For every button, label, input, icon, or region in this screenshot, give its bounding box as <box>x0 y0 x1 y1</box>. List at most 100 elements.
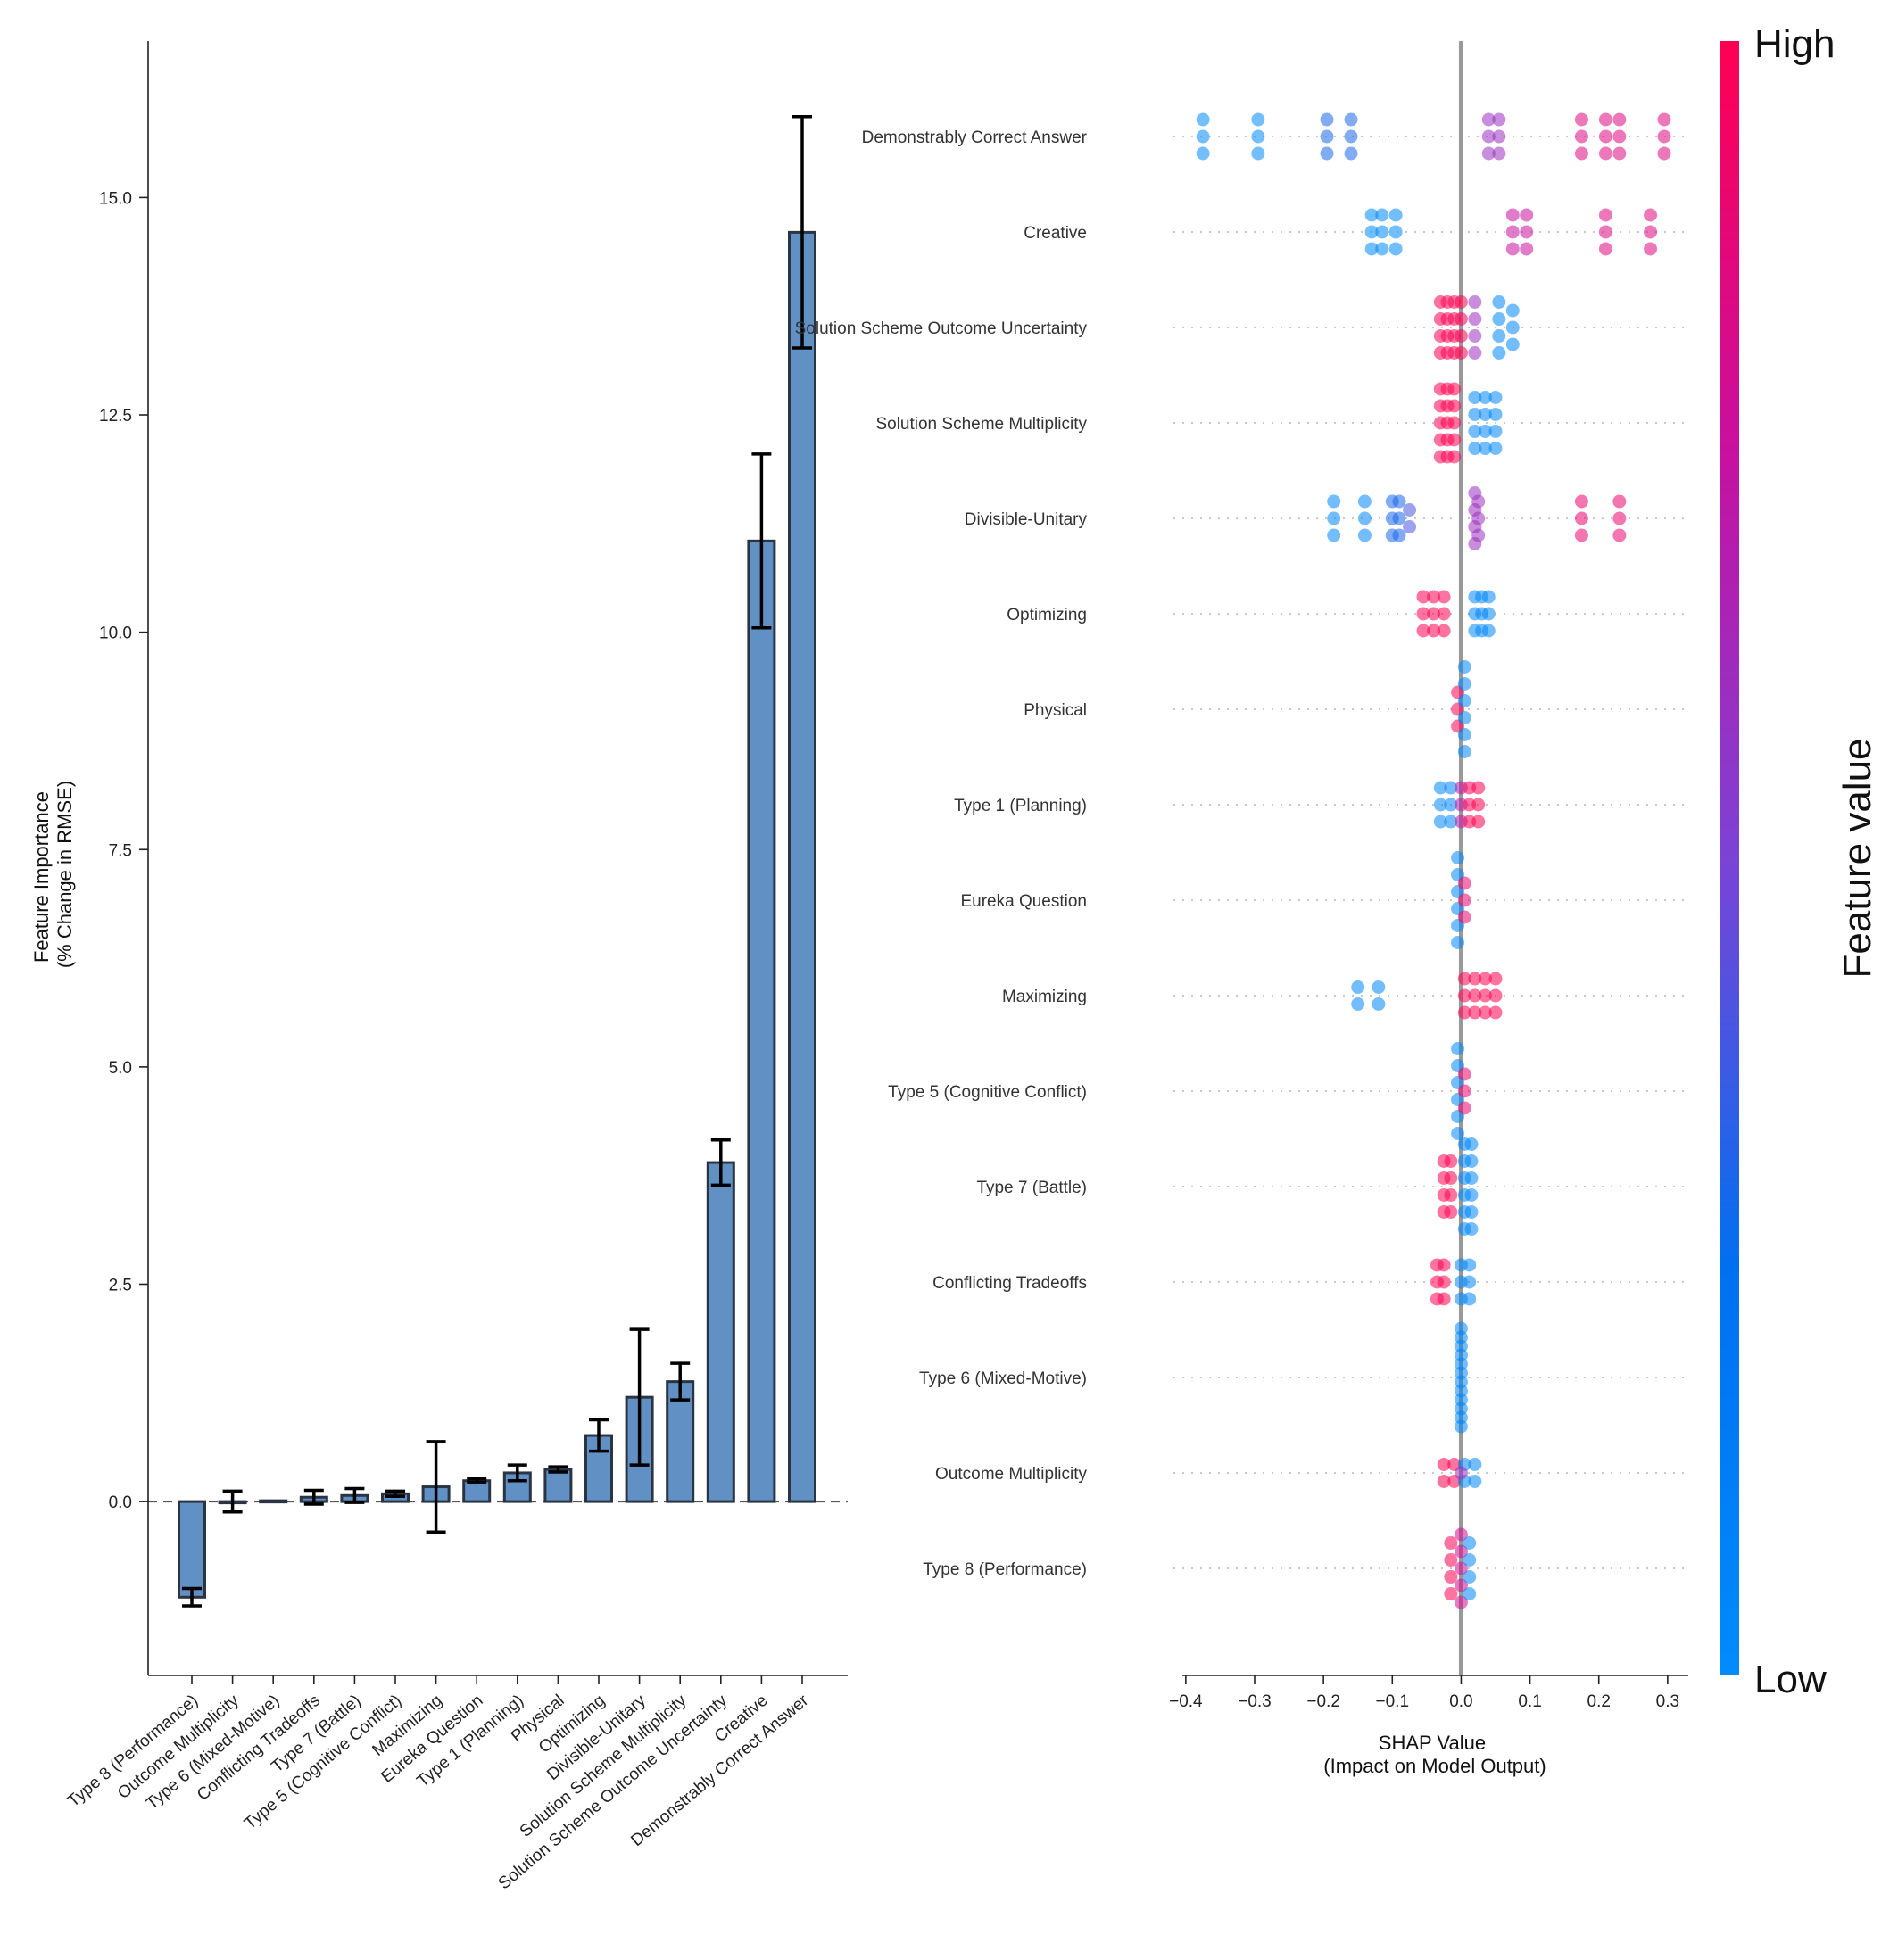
shap-point <box>1464 1137 1479 1151</box>
shap-point <box>1451 1042 1465 1055</box>
shap-point <box>1468 1458 1482 1471</box>
shap-point <box>1454 1578 1468 1592</box>
shap-point <box>1488 988 1503 1003</box>
shap-point <box>1457 1067 1471 1081</box>
shap-point <box>1388 225 1403 239</box>
shap-point <box>1471 511 1486 525</box>
shap-point <box>1644 242 1658 256</box>
shap-point <box>1488 1005 1503 1020</box>
shap-point <box>1403 503 1417 517</box>
y-axis-label-line-2: (% Change in RMSE) <box>54 781 76 968</box>
shap-point <box>1505 242 1520 256</box>
feature-label-conflicting-tradeoffs: Conflicting Tradeoffs <box>932 1274 1087 1293</box>
x-tick-label: 0.3 <box>1656 1692 1679 1711</box>
shap-point <box>1437 1475 1451 1488</box>
shap-point <box>1320 112 1334 127</box>
shap-point <box>1492 295 1506 309</box>
bar-demonstrably-correct-answer <box>788 230 816 1503</box>
shap-point <box>1598 208 1612 222</box>
shap-point <box>1644 208 1658 222</box>
shap-point <box>1444 781 1458 795</box>
shap-point <box>1364 225 1379 239</box>
x-tick-label: 0.0 <box>1449 1692 1472 1711</box>
shap-point <box>1344 129 1358 144</box>
shap-point <box>1471 781 1486 795</box>
shap-row-optimizing <box>1416 590 1496 638</box>
shap-point <box>1457 711 1471 724</box>
shap-point <box>1447 450 1462 464</box>
feature-label-solution-scheme-outcome-uncertainty: Solution Scheme Outcome Uncertainty <box>795 319 1088 338</box>
shap-point <box>1612 494 1627 509</box>
shap-point <box>1598 242 1612 256</box>
shap-point <box>1457 728 1471 741</box>
shap-point <box>1388 242 1403 256</box>
shap-point <box>1657 112 1671 127</box>
shap-point <box>1344 112 1358 127</box>
shap-point <box>1454 1527 1468 1542</box>
shap-point <box>1351 980 1365 994</box>
shap-point <box>1488 425 1503 438</box>
shap-point <box>1447 433 1462 447</box>
shap-point <box>1574 129 1588 144</box>
error-bar-maximizing <box>426 1440 446 1534</box>
shap-point <box>1505 320 1520 335</box>
shap-point <box>1416 607 1430 621</box>
x-tick-label: 0.2 <box>1587 1692 1611 1711</box>
shap-point <box>1464 1205 1479 1219</box>
shap-point <box>1468 346 1482 360</box>
shap-point <box>1454 312 1468 326</box>
shap-point <box>1481 607 1496 621</box>
shap-point <box>1451 1127 1465 1140</box>
shap-point <box>1357 528 1372 542</box>
error-bar-divisible-unitary <box>629 1327 650 1467</box>
shap-point <box>1433 798 1447 812</box>
shap-point <box>1251 129 1265 144</box>
shap-row-demonstrably-correct-answer <box>1196 112 1671 161</box>
error-bar-solution-scheme-multiplicity <box>670 1361 691 1402</box>
error-bar-conflicting-tradeoffs <box>303 1488 324 1506</box>
shap-point <box>1457 660 1471 674</box>
shap-point <box>1457 694 1471 707</box>
y-tick-label: 7.5 <box>109 841 132 860</box>
shap-point <box>1444 1154 1458 1168</box>
shap-point <box>1481 129 1496 144</box>
shap-point <box>1492 346 1506 360</box>
shap-point <box>1468 1475 1482 1488</box>
shap-point <box>1478 988 1492 1003</box>
shap-point <box>1492 329 1506 343</box>
y-axis-label-line-1: Feature Importance <box>30 791 53 963</box>
shap-point <box>1644 225 1658 239</box>
shap-point <box>1392 528 1406 542</box>
shap-point <box>1464 1171 1479 1185</box>
shap-summary-plot: Demonstrably Correct Answer Creative Solut… <box>795 41 1688 1777</box>
error-bar-physical <box>548 1465 568 1474</box>
shap-row-outcome-multiplicity <box>1437 1458 1482 1488</box>
shap-point <box>1468 988 1482 1003</box>
shap-point <box>1444 798 1458 812</box>
shap-point <box>1468 329 1482 343</box>
y-axis-label: Feature Importance (% Change in RMSE) <box>30 781 76 968</box>
shap-point <box>1196 146 1210 161</box>
shap-point <box>1444 1188 1458 1202</box>
y-tick-label: 5.0 <box>109 1059 132 1078</box>
colorbar-high-label: High <box>1754 22 1836 66</box>
shap-point <box>1437 607 1451 621</box>
x-tick-label: −0.1 <box>1376 1692 1410 1711</box>
shap-point <box>1574 494 1588 509</box>
shap-point <box>1416 590 1430 604</box>
shap-point <box>1454 1466 1468 1480</box>
shap-point <box>1520 225 1534 239</box>
error-bar-eureka-question <box>467 1477 487 1484</box>
feature-label-maximizing: Maximizing <box>1002 988 1087 1006</box>
shap-point <box>1351 997 1365 1011</box>
x-tick-label: −0.2 <box>1306 1692 1340 1711</box>
shap-point <box>1375 208 1389 222</box>
shap-row-physical <box>1451 660 1471 758</box>
shap-point <box>1437 1275 1451 1289</box>
shap-point <box>1488 408 1503 421</box>
shap-point <box>1478 408 1492 421</box>
shap-point <box>1478 391 1492 404</box>
x-axis-label-line-2: (Impact on Model Output) <box>1323 1755 1546 1777</box>
shap-row-type-8-performance <box>1444 1527 1477 1609</box>
shap-point <box>1457 1084 1471 1098</box>
